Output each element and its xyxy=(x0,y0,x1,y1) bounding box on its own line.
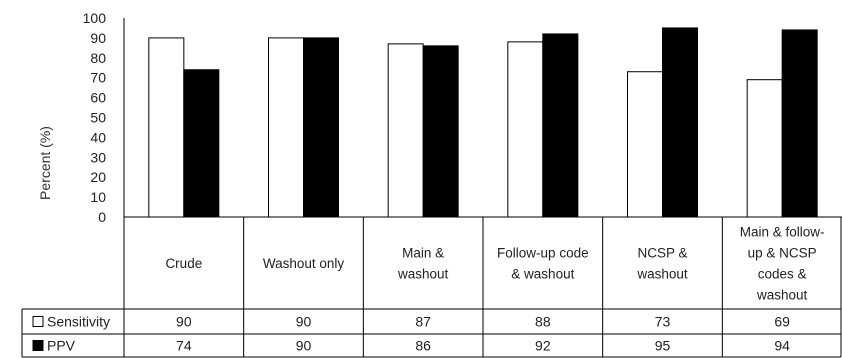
bar-sensitivity-1 xyxy=(268,37,304,218)
bar-sensitivity-2 xyxy=(387,43,424,218)
category-label: Main & follow-up & NCSP codes & washout xyxy=(740,225,825,303)
bar-sensitivity-3 xyxy=(507,41,544,218)
y-tick-label: 20 xyxy=(90,169,106,185)
y-tick-label: 60 xyxy=(90,90,106,106)
bar-sensitivity-5 xyxy=(746,79,783,218)
data-label-ppv: 94 xyxy=(774,338,790,354)
data-label-ppv: 92 xyxy=(535,338,551,354)
data-label-sensitivity: 87 xyxy=(415,314,431,330)
data-label-sensitivity: 88 xyxy=(535,314,551,330)
data-label-ppv: 95 xyxy=(655,338,671,354)
legend-label-ppv: PPV xyxy=(47,338,76,354)
y-tick-label: 80 xyxy=(90,50,106,66)
bar-ppv-4 xyxy=(662,27,698,218)
bar-ppv-5 xyxy=(781,29,818,218)
legend-label-sensitivity: Sensitivity xyxy=(47,314,110,330)
y-tick-label: 0 xyxy=(98,209,106,225)
data-label-sensitivity: 90 xyxy=(176,314,192,330)
data-label-sensitivity: 73 xyxy=(655,314,671,330)
bar-sensitivity-4 xyxy=(627,71,663,218)
data-label-ppv: 86 xyxy=(415,338,431,354)
category-label: Crude xyxy=(165,256,202,271)
y-axis-ticks: 0 10 20 30 40 50 60 70 80 90 100 xyxy=(83,10,125,225)
bars xyxy=(148,27,818,218)
bar-ppv-0 xyxy=(183,69,220,218)
data-label-ppv: 90 xyxy=(296,338,312,354)
y-tick-label: 100 xyxy=(83,10,107,26)
category-label: Washout only xyxy=(263,256,345,271)
bar-sensitivity-0 xyxy=(148,37,185,218)
data-table: Crude Washout only Main & washout Follow-up … xyxy=(21,216,842,358)
y-tick-label: 40 xyxy=(90,129,106,145)
bar-ppv-1 xyxy=(303,37,339,218)
y-tick-label: 10 xyxy=(90,189,106,205)
category-label: Follow-up code & washout xyxy=(497,246,589,282)
legend-swatch-ppv xyxy=(32,340,44,351)
bar-ppv-3 xyxy=(542,33,579,218)
category-label: Main & washout xyxy=(397,246,449,282)
data-label-sensitivity: 69 xyxy=(774,314,790,330)
data-label-ppv: 74 xyxy=(176,338,192,354)
bar-ppv-2 xyxy=(422,45,459,218)
y-axis-label: Percent (%) xyxy=(37,126,53,200)
y-tick-label: 50 xyxy=(90,110,106,126)
data-label-sensitivity: 90 xyxy=(296,314,312,330)
category-label: NCSP & washout xyxy=(636,246,688,282)
y-tick-label: 90 xyxy=(90,30,106,46)
y-tick-label: 30 xyxy=(90,149,106,165)
y-tick-label: 70 xyxy=(90,70,106,86)
legend-swatch-sensitivity xyxy=(32,316,44,327)
